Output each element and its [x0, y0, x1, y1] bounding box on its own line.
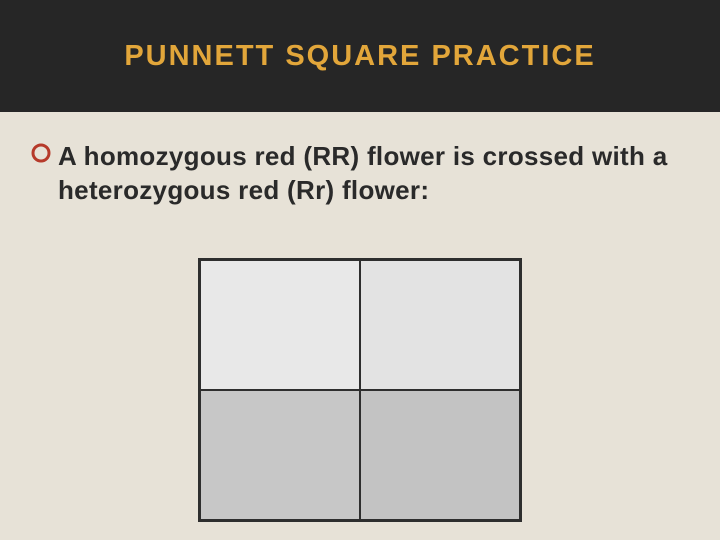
punnett-square [198, 258, 522, 522]
punnett-square-container [30, 258, 690, 522]
slide-body: A homozygous red (RR) flower is crossed … [0, 112, 720, 522]
punnett-cell [200, 260, 360, 390]
punnett-cell [360, 390, 520, 520]
slide-header: PUNNETT SQUARE PRACTICE [0, 0, 720, 112]
bullet-text: A homozygous red (RR) flower is crossed … [58, 140, 690, 208]
punnett-cell [200, 390, 360, 520]
punnett-cell [360, 260, 520, 390]
slide-title: PUNNETT SQUARE PRACTICE [124, 40, 595, 73]
bullet-item: A homozygous red (RR) flower is crossed … [30, 140, 690, 208]
circle-outline-icon [30, 142, 52, 169]
